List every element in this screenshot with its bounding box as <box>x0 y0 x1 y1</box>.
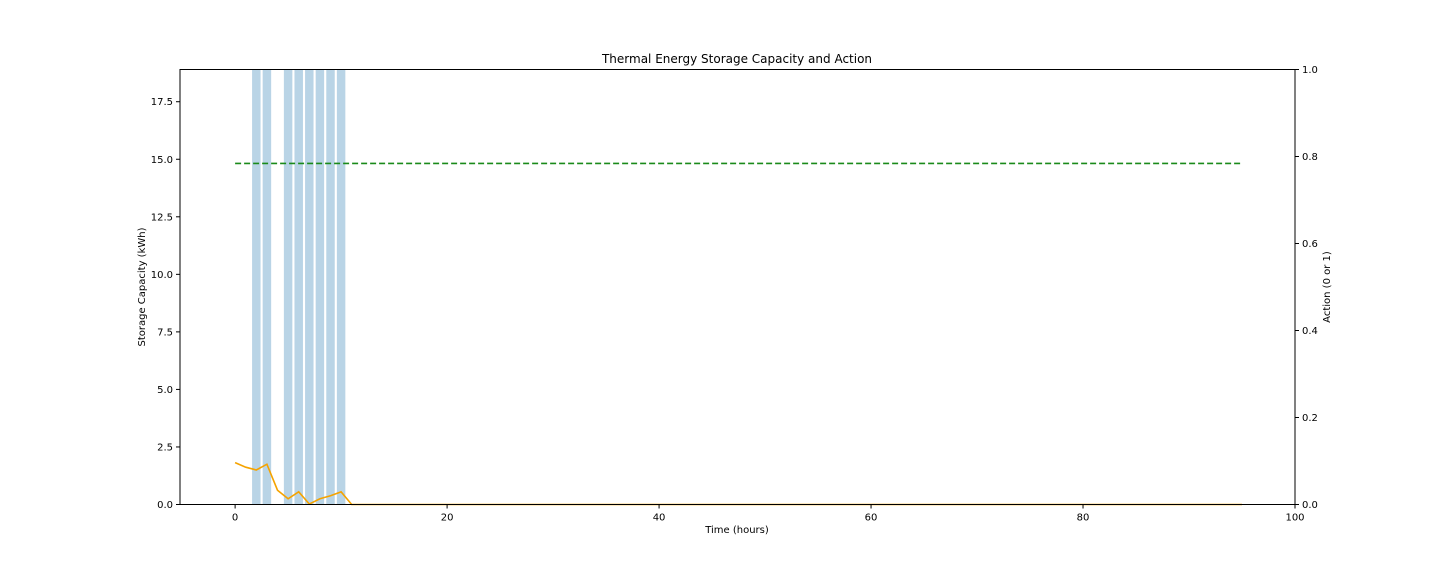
x-tick-label: 40 <box>653 513 666 524</box>
y-tick-label: 5.0 <box>157 385 173 396</box>
action-bar <box>262 69 272 505</box>
y-axis-right: 0.0 0.2 0.4 0.6 0.8 1.0 <box>1295 65 1318 511</box>
y2-tick-label: 0.4 <box>1302 326 1318 337</box>
y2-tick-label: 0.2 <box>1302 413 1318 424</box>
x-tick-label: 60 <box>865 513 878 524</box>
y2-tick-label: 0.0 <box>1302 500 1318 511</box>
plot-frame <box>179 69 1296 505</box>
x-tick-label: 20 <box>441 513 454 524</box>
action-bar <box>315 69 325 505</box>
y2-tick-label: 0.6 <box>1302 239 1318 250</box>
y-tick-label: 0.0 <box>157 500 173 511</box>
chart-title: Thermal Energy Storage Capacity and Acti… <box>601 52 872 66</box>
storage-capacity-line <box>234 461 1243 506</box>
series-lines <box>234 162 1243 506</box>
x-axis: 0 20 40 60 80 100 <box>232 504 1305 524</box>
y-tick-label: 7.5 <box>157 327 173 338</box>
y-tick-label: 2.5 <box>157 442 173 453</box>
action-bar <box>252 69 261 505</box>
action-bar <box>294 69 303 505</box>
y-tick-label: 17.5 <box>151 97 173 108</box>
y-axis-left: 0.0 2.5 5.0 7.5 10.0 12.5 15.0 17.5 <box>151 97 180 511</box>
action-bar <box>305 69 314 505</box>
action-bar <box>283 69 293 505</box>
y2-tick-label: 0.8 <box>1302 152 1318 163</box>
y-axis-title: Storage Capacity (kWh) <box>137 227 148 346</box>
action-bar <box>336 69 346 505</box>
action-bars <box>252 69 346 505</box>
y2-axis-title: Action (0 or 1) <box>1322 251 1333 323</box>
y2-tick-label: 1.0 <box>1302 65 1318 76</box>
x-axis-title: Time (hours) <box>704 525 769 536</box>
y-tick-label: 10.0 <box>151 270 173 281</box>
y-tick-label: 12.5 <box>151 212 173 223</box>
y-tick-label: 15.0 <box>151 155 173 166</box>
action-bar <box>326 69 335 505</box>
x-tick-label: 0 <box>232 513 238 524</box>
x-tick-label: 80 <box>1077 513 1090 524</box>
x-tick-label: 100 <box>1285 513 1304 524</box>
